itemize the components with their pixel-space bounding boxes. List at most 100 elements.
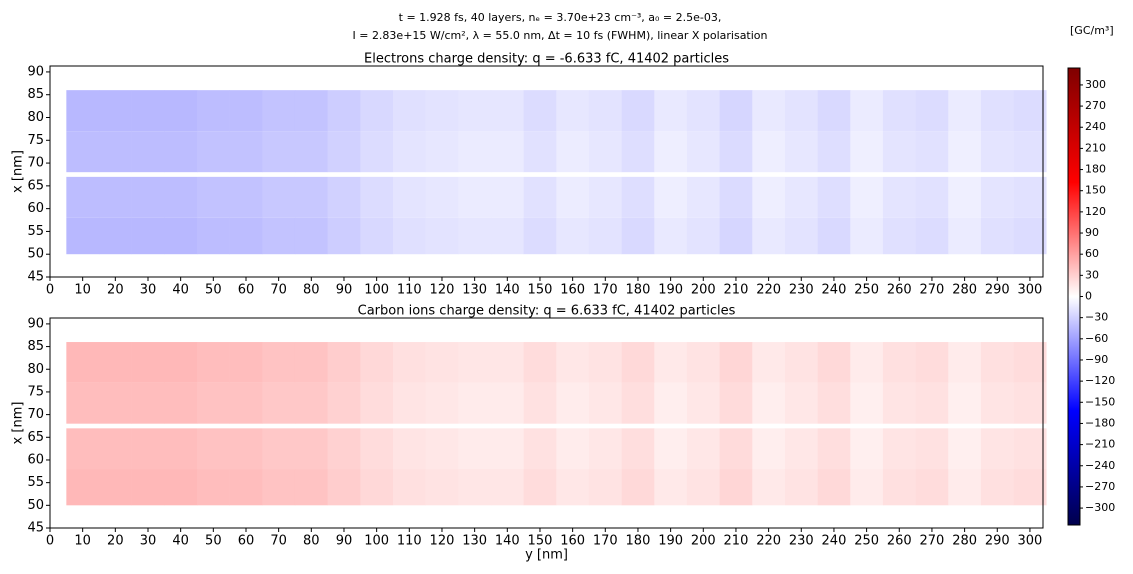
heat-cell <box>556 90 590 132</box>
heat-cell <box>294 90 328 132</box>
x-tick-label: 200 <box>691 534 716 549</box>
y-tick-label: 90 <box>27 316 44 331</box>
heat-cell <box>588 342 622 383</box>
heat-cell <box>294 469 328 506</box>
heat-cell <box>686 382 720 424</box>
x-axis-label: y [nm] <box>525 548 568 563</box>
heat-cell <box>817 428 851 470</box>
y-tick-label: 90 <box>27 64 44 79</box>
heat-cell <box>196 172 230 177</box>
x-tick-label: 230 <box>789 534 814 549</box>
heat-cell <box>458 423 492 429</box>
heat-cell <box>164 423 198 429</box>
heat-cell <box>621 342 655 383</box>
heat-cell <box>294 382 328 424</box>
heat-cell <box>327 131 361 173</box>
x-tick-label: 80 <box>303 283 320 298</box>
x-tick-label: 30 <box>140 283 157 298</box>
heat-cell <box>164 176 198 218</box>
heat-cell <box>588 469 622 506</box>
heat-cell <box>229 428 263 470</box>
x-tick-label: 210 <box>724 534 749 549</box>
x-tick-label: 120 <box>430 283 455 298</box>
heat-cell <box>131 382 165 424</box>
heat-cell <box>490 382 524 424</box>
x-tick-label: 190 <box>658 534 683 549</box>
heat-cell <box>588 217 622 255</box>
heat-cell <box>294 217 328 255</box>
heat-cell <box>686 217 720 255</box>
heat-cell <box>360 176 394 218</box>
heat-cell <box>66 90 100 132</box>
y-tick-label: 70 <box>27 407 44 422</box>
heat-cell <box>131 423 165 429</box>
heat-cell <box>229 176 263 218</box>
heat-cell <box>425 217 459 255</box>
x-tick-label: 200 <box>691 283 716 298</box>
x-tick-label: 280 <box>952 283 977 298</box>
x-tick-label: 240 <box>822 283 847 298</box>
heat-cell <box>915 342 949 383</box>
heat-cell <box>196 423 230 429</box>
colorbar-tick-label: 60 <box>1085 247 1099 260</box>
heat-cell <box>490 469 524 506</box>
y-tick-label: 65 <box>27 178 44 193</box>
heat-cell <box>164 172 198 177</box>
heat-cell <box>948 469 982 506</box>
heat-cell <box>882 217 916 255</box>
heat-cell <box>980 342 1014 383</box>
heat-cell <box>98 342 132 383</box>
x-tick-label: 70 <box>270 534 287 549</box>
x-tick-label: 180 <box>626 534 651 549</box>
heat-cell <box>686 172 720 177</box>
heat-cell <box>686 90 720 132</box>
heat-cell <box>327 172 361 177</box>
heat-cell <box>392 342 426 383</box>
heat-cell <box>131 217 165 255</box>
heat-cell <box>1013 176 1047 218</box>
heat-cell <box>66 428 100 470</box>
heat-cell <box>490 172 524 177</box>
heat-cell <box>523 217 557 255</box>
heat-cell <box>654 342 688 383</box>
colorbar-tick-label: 0 <box>1085 290 1092 303</box>
colorbar-tick-label: −90 <box>1085 353 1108 366</box>
x-tick-label: 120 <box>430 534 455 549</box>
heat-cell <box>1013 382 1047 424</box>
heat-cell <box>784 131 818 173</box>
heat-cell <box>294 131 328 173</box>
heat-cell <box>882 90 916 132</box>
colorbar-tick-label: 30 <box>1085 268 1099 281</box>
colorbar-tick-label: −270 <box>1085 480 1115 493</box>
heat-cell <box>686 423 720 429</box>
heat-cell <box>294 176 328 218</box>
heat-cell <box>817 342 851 383</box>
x-tick-label: 230 <box>789 283 814 298</box>
heat-cell <box>621 382 655 424</box>
heat-cell <box>294 423 328 429</box>
heat-cell <box>327 217 361 255</box>
heat-cell <box>556 217 590 255</box>
heat-cell <box>523 423 557 429</box>
heat-cell <box>66 172 100 177</box>
heat-cell <box>948 90 982 132</box>
heat-cell <box>164 469 198 506</box>
heat-cell <box>392 382 426 424</box>
x-tick-label: 70 <box>270 283 287 298</box>
heat-cell <box>1013 469 1047 506</box>
x-tick-label: 150 <box>528 534 553 549</box>
heat-cell <box>131 176 165 218</box>
heat-cell <box>523 428 557 470</box>
heat-cell <box>621 469 655 506</box>
x-tick-label: 220 <box>756 534 781 549</box>
heat-cell <box>1013 342 1047 383</box>
heat-cell <box>980 131 1014 173</box>
x-tick-label: 130 <box>462 283 487 298</box>
x-tick-label: 60 <box>238 534 255 549</box>
heat-cell <box>719 469 753 506</box>
heat-cell <box>980 423 1014 429</box>
heat-cell <box>229 382 263 424</box>
x-tick-label: 20 <box>107 283 124 298</box>
heat-cell <box>719 176 753 218</box>
heat-cell <box>66 423 100 429</box>
